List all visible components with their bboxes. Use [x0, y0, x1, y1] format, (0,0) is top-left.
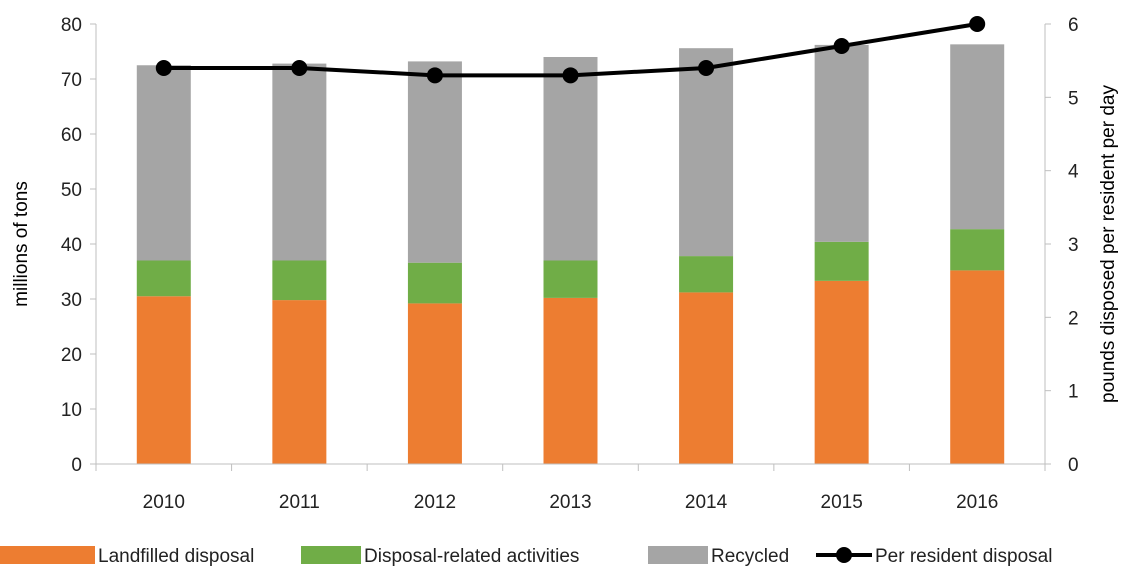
x-tick-label: 2014: [685, 492, 728, 513]
x-tick-label: 2011: [279, 492, 320, 513]
legend-swatch-landfilled-disposal: [0, 546, 95, 564]
y-tick-label: 0: [71, 455, 82, 476]
legend-label: Landfilled disposal: [98, 546, 254, 567]
bar-disposal-related-activities: [407, 262, 462, 304]
bar-disposal-related-activities: [814, 241, 869, 281]
y-tick-label: 80: [61, 15, 82, 36]
legend-label: Per resident disposal: [875, 546, 1052, 567]
y-tick-label: 10: [61, 400, 82, 421]
line-point: [698, 60, 715, 76]
bar-recycled: [543, 57, 598, 261]
bar-landfilled-disposal: [543, 297, 598, 464]
x-tick-label: 2015: [821, 492, 863, 513]
line-point: [833, 38, 850, 54]
line-series-layer: [155, 16, 986, 84]
legend-swatch-disposal-related-activities: [301, 546, 361, 564]
legend-label: Recycled: [711, 546, 789, 567]
line-point: [155, 60, 172, 76]
bar-disposal-related-activities: [950, 229, 1005, 271]
y-tick-label: 40: [61, 235, 82, 256]
y-tick-label: 50: [61, 180, 82, 201]
x-tick-label: 2013: [549, 492, 591, 513]
ticks-layer: 0 10 20 30 40 50 60 70 80 0 1 2 3 4 5 6 2010 2011 2012 2013…: [61, 15, 1079, 513]
bar-landfilled-disposal: [814, 280, 869, 464]
line-point: [291, 60, 308, 76]
bar-recycled: [814, 44, 869, 242]
x-tick-label: 2016: [956, 492, 998, 513]
y-tick-label: 60: [61, 125, 82, 146]
y2-tick-label: 3: [1068, 235, 1079, 256]
y2-axis-title: pounds disposed per resident per day: [1098, 85, 1119, 403]
bar-disposal-related-activities: [136, 260, 191, 297]
x-tick-label: 2012: [414, 492, 456, 513]
legend-label: Disposal-related activities: [364, 546, 579, 567]
line-point: [969, 16, 986, 32]
y2-tick-label: 1: [1068, 382, 1079, 403]
y2-tick-label: 5: [1068, 88, 1079, 109]
legend-swatch-recycled: [648, 546, 708, 564]
y2-tick-label: 2: [1068, 308, 1079, 329]
y-tick-label: 30: [61, 290, 82, 311]
bar-recycled: [272, 63, 327, 261]
bar-recycled: [136, 65, 191, 261]
y-tick-label: 20: [61, 345, 82, 366]
bar-landfilled-disposal: [136, 296, 191, 464]
bar-landfilled-disposal: [272, 300, 327, 464]
bar-recycled: [950, 44, 1005, 230]
line-point: [562, 67, 579, 84]
y2-tick-label: 6: [1068, 15, 1079, 36]
bar-recycled: [679, 48, 734, 257]
legend-marker: [836, 547, 852, 563]
bar-landfilled-disposal: [950, 270, 1005, 464]
y2-tick-label: 4: [1068, 162, 1079, 183]
bar-disposal-related-activities: [543, 260, 598, 298]
y2-tick-label: 0: [1068, 455, 1079, 476]
y-tick-label: 70: [61, 70, 82, 91]
bars-layer: [136, 44, 1005, 464]
x-tick-label: 2010: [143, 492, 185, 513]
bar-disposal-related-activities: [272, 260, 327, 301]
bar-landfilled-disposal: [679, 292, 734, 464]
legend: Landfilled disposal Disposal-related acti…: [0, 546, 1052, 567]
bar-disposal-related-activities: [679, 256, 734, 293]
bar-recycled: [407, 61, 462, 263]
y-axis-title: millions of tons: [11, 181, 32, 307]
bar-landfilled-disposal: [407, 303, 462, 464]
line-point: [426, 67, 443, 84]
